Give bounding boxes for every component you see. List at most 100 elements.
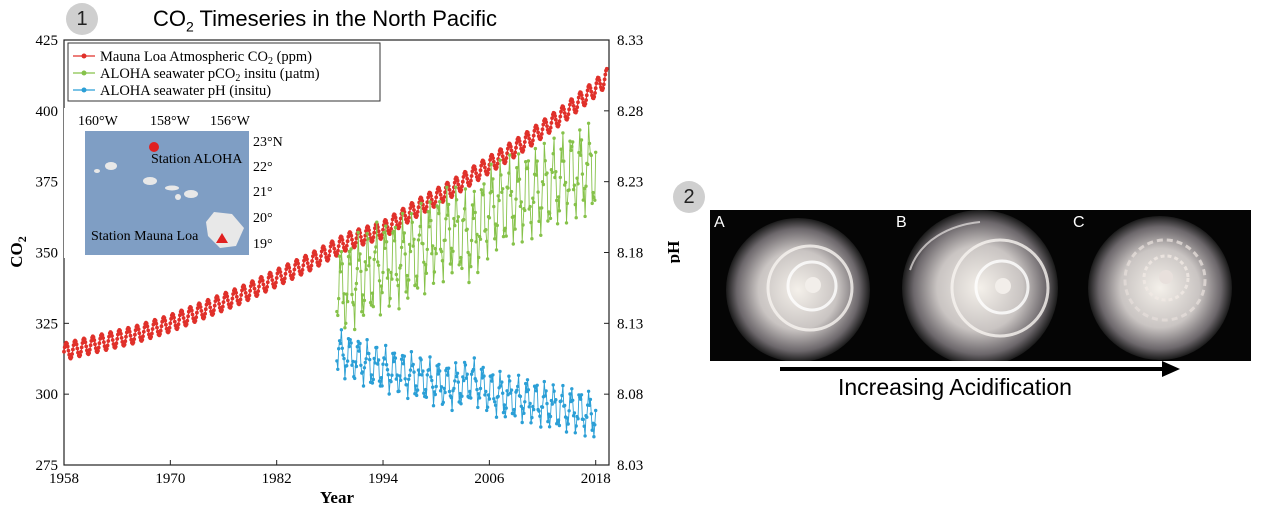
point-aloha-ph [446,366,451,370]
point-mauna-loa-co2 [92,338,97,343]
point-mauna-loa-co2 [479,163,484,168]
point-mauna-loa-co2 [142,325,147,330]
y2-axis-ticks: 8.03 8.08 8.13 8.18 8.23 8.28 8.33 [604,33,643,474]
point-aloha-pco2 [397,307,401,311]
point-mauna-loa-co2 [119,336,124,340]
point-mauna-loa-co2 [176,322,181,327]
point-mauna-loa-co2 [104,346,109,351]
point-aloha-pco2 [553,175,557,180]
point-mauna-loa-co2 [465,176,470,181]
point-aloha-pco2 [578,153,583,157]
point-mauna-loa-co2 [411,204,416,209]
point-aloha-ph [430,378,434,383]
point-aloha-pco2 [469,238,474,243]
point-aloha-pco2 [362,298,367,303]
point-aloha-pco2 [352,303,356,307]
point-aloha-pco2 [425,247,429,252]
legend: Mauna Loa Atmospheric CO2 (ppm) ALOHA se… [67,42,381,102]
point-mauna-loa-co2 [434,195,439,200]
point-aloha-pco2 [532,200,536,204]
point-mauna-loa-co2 [226,298,230,303]
point-aloha-ph [397,389,401,393]
point-mauna-loa-co2 [505,151,509,156]
point-aloha-ph [335,359,339,363]
point-mauna-loa-co2 [310,259,314,263]
point-mauna-loa-co2 [131,340,136,345]
point-aloha-pco2 [348,262,352,266]
point-aloha-ph [527,405,531,409]
point-aloha-ph [376,362,380,366]
point-aloha-ph [362,366,367,370]
legend-marker-mauna-loa [81,53,87,59]
point-mauna-loa-co2 [571,104,576,108]
point-aloha-ph [542,379,546,384]
point-mauna-loa-co2 [443,190,447,195]
point-mauna-loa-co2 [408,206,413,211]
y-tick-label-400: 400 [36,104,59,120]
point-aloha-pco2 [446,213,450,217]
point-mauna-loa-co2 [545,124,549,128]
point-aloha-ph [503,415,507,419]
shell-b-ridge [909,221,981,271]
point-aloha-pco2 [494,248,499,252]
point-aloha-pco2 [477,234,482,239]
point-mauna-loa-co2 [477,173,482,178]
point-aloha-pco2 [536,190,540,194]
point-mauna-loa-co2 [583,101,588,106]
point-aloha-ph [499,384,503,388]
point-aloha-ph [411,362,415,367]
point-mauna-loa-co2 [359,239,364,243]
point-mauna-loa-co2 [460,184,464,189]
point-mauna-loa-co2 [556,123,561,127]
point-mauna-loa-co2 [532,128,537,133]
y-tick-label-425: 425 [36,33,59,49]
point-aloha-ph [367,351,371,356]
point-aloha-pco2 [452,216,456,221]
station-aloha-marker [149,142,159,152]
y-tick-label-300: 300 [36,387,59,403]
point-mauna-loa-co2 [273,284,278,288]
point-mauna-loa-co2 [570,100,575,105]
point-aloha-ph [345,359,350,363]
point-mauna-loa-co2 [119,331,123,336]
point-mauna-loa-co2 [193,318,198,323]
point-mauna-loa-co2 [229,301,234,305]
y-tick-label-325: 325 [36,316,59,332]
point-mauna-loa-co2 [415,213,419,218]
point-mauna-loa-co2 [118,328,122,333]
point-mauna-loa-co2 [212,303,217,308]
point-aloha-pco2 [474,240,478,244]
point-mauna-loa-co2 [102,340,106,344]
point-mauna-loa-co2 [164,322,168,327]
point-aloha-ph [363,360,367,365]
point-mauna-loa-co2 [335,252,340,257]
point-aloha-ph [392,351,397,355]
point-mauna-loa-co2 [274,276,279,280]
point-aloha-pco2 [524,160,528,164]
y2-tick-label-8.33: 8.33 [617,33,643,49]
point-aloha-pco2 [557,209,562,213]
point-aloha-ph [369,373,374,377]
point-aloha-pco2 [454,198,459,202]
point-mauna-loa-co2 [203,307,208,312]
point-aloha-ph [482,374,486,378]
point-aloha-pco2 [433,246,437,251]
point-mauna-loa-co2 [452,180,457,185]
point-mauna-loa-co2 [488,158,492,162]
point-mauna-loa-co2 [592,94,597,99]
point-mauna-loa-co2 [89,339,94,343]
point-aloha-ph [585,415,589,419]
point-aloha-ph [347,344,351,349]
point-aloha-pco2 [371,304,375,309]
point-mauna-loa-co2 [260,278,265,283]
point-aloha-pco2 [343,326,347,330]
point-mauna-loa-co2 [144,321,149,326]
point-mauna-loa-co2 [278,270,283,274]
point-mauna-loa-co2 [274,280,278,285]
point-mauna-loa-co2 [140,337,145,342]
point-mauna-loa-co2 [177,317,182,322]
point-aloha-pco2 [508,153,512,157]
point-aloha-ph [342,356,346,361]
point-mauna-loa-co2 [390,222,394,227]
point-mauna-loa-co2 [319,254,323,258]
